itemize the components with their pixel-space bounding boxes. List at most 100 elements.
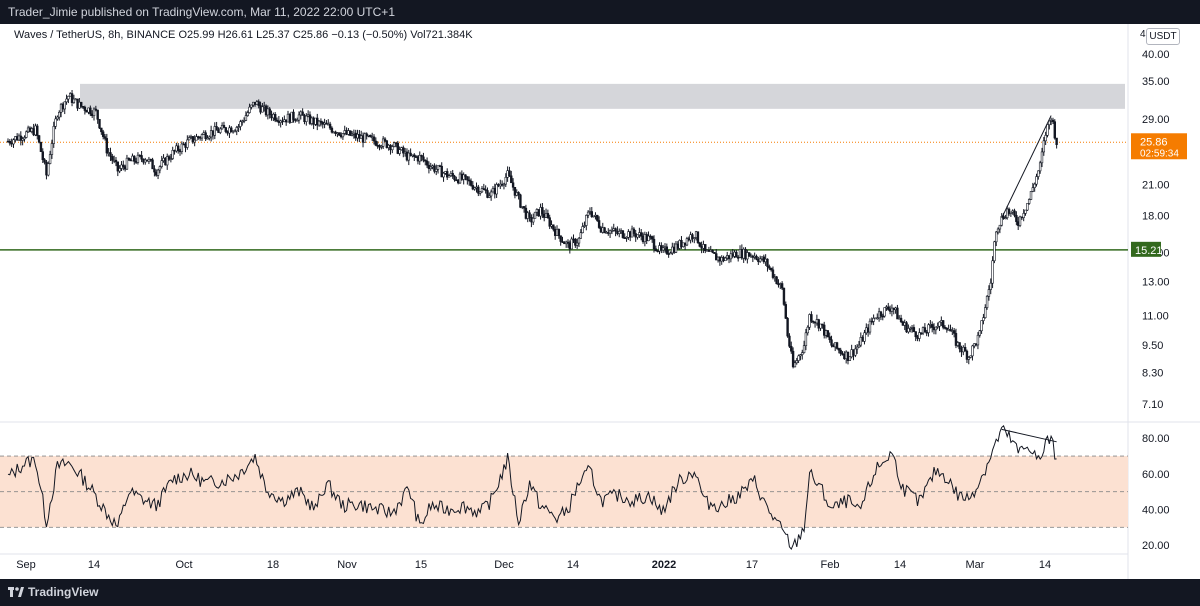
candle-body [575, 242, 579, 246]
candle-body [354, 132, 357, 139]
candle-body [740, 249, 744, 259]
candle-body [429, 166, 432, 169]
candle-body [535, 209, 539, 213]
candle-body [98, 119, 101, 129]
currency-unit-button[interactable]: USDT [1146, 28, 1180, 45]
candle-body [1013, 210, 1016, 216]
candle-body [1029, 191, 1033, 200]
candle-body [497, 184, 500, 187]
candle-body [118, 168, 121, 172]
candle-body [647, 235, 650, 242]
candle-body [760, 256, 764, 260]
candle-body [921, 327, 925, 334]
candle-body [284, 119, 288, 123]
candle-body [755, 255, 758, 260]
chart-svg[interactable]: 40.0035.0029.0025.0021.0018.0015.0013.00… [0, 24, 1200, 579]
candle-body [985, 296, 989, 308]
candle-body [374, 140, 378, 146]
candle-body [436, 165, 440, 170]
candle-body [1033, 183, 1036, 188]
candle-body [1042, 140, 1046, 153]
candle-body [788, 335, 791, 347]
candle-body [682, 242, 685, 247]
candle-body [850, 349, 853, 358]
candle-body [530, 217, 533, 223]
candle-body [96, 109, 99, 120]
candle-body [1044, 135, 1047, 142]
candle-body [158, 166, 162, 171]
candle-body [940, 320, 943, 323]
candle-body [608, 230, 612, 234]
candle-body [69, 93, 72, 97]
candle-body [691, 234, 694, 239]
candle-body [859, 337, 863, 346]
candle-body [383, 138, 387, 142]
candle-body [685, 238, 689, 246]
candle-body [107, 152, 110, 154]
candle-body [34, 125, 37, 136]
candle-body [597, 220, 601, 228]
candle-body [63, 101, 66, 110]
chart-area[interactable]: 40.0035.0029.0025.0021.0018.0015.0013.00… [0, 24, 1200, 579]
candle-body [294, 119, 297, 121]
candle-body [736, 257, 740, 259]
candle-body [663, 246, 667, 249]
candle-body [376, 145, 379, 147]
candle-body [273, 113, 277, 121]
candle-body [469, 180, 473, 186]
candle-body [804, 332, 808, 347]
candle-body [127, 157, 130, 161]
candle-body [815, 319, 819, 324]
candle-body [532, 218, 535, 223]
candle-body [683, 242, 687, 246]
candle-body [89, 107, 92, 115]
candle-body [835, 342, 839, 349]
last-price-label-box [1131, 133, 1187, 160]
candle-body [266, 108, 270, 116]
candle-body [629, 231, 632, 238]
candle-body [757, 259, 760, 262]
candle-body [649, 235, 652, 238]
candle-body [475, 186, 478, 189]
candle-body [440, 165, 443, 178]
candle-body [47, 163, 50, 176]
candle-body [909, 328, 912, 330]
candle-body [916, 336, 919, 339]
candle-body [462, 174, 465, 180]
candle-body [802, 345, 806, 353]
candle-body [1018, 216, 1022, 226]
candle-body [244, 115, 248, 121]
candle-body [824, 330, 828, 336]
candle-body [515, 192, 518, 196]
candle-body [618, 230, 621, 234]
rsi-line [7, 424, 1057, 551]
candle-body [253, 101, 257, 105]
candle-body [890, 307, 894, 312]
time-axis-tick: 14 [88, 559, 100, 571]
candle-body [709, 249, 712, 252]
candle-body [495, 184, 498, 195]
candle-body [524, 207, 528, 219]
candle-body [319, 120, 323, 123]
candle-body [250, 104, 253, 108]
candle-body [30, 128, 33, 132]
candle-body [314, 117, 317, 125]
candle-body [59, 103, 63, 113]
candle-body [15, 136, 19, 141]
candle-body [195, 136, 198, 141]
candle-body [191, 136, 195, 143]
candle-body [572, 238, 575, 241]
candle-body [255, 101, 259, 105]
candle-body [427, 164, 431, 169]
candle-body [409, 152, 412, 156]
candle-body [640, 232, 643, 237]
candle-body [343, 130, 346, 134]
candle-body [777, 283, 780, 286]
candle-body [687, 238, 690, 241]
candle-body [396, 142, 400, 154]
candle-body [641, 235, 645, 243]
candle-body [689, 234, 692, 241]
candle-body [323, 122, 326, 125]
candle-body [103, 136, 107, 139]
candle-body [991, 260, 994, 284]
